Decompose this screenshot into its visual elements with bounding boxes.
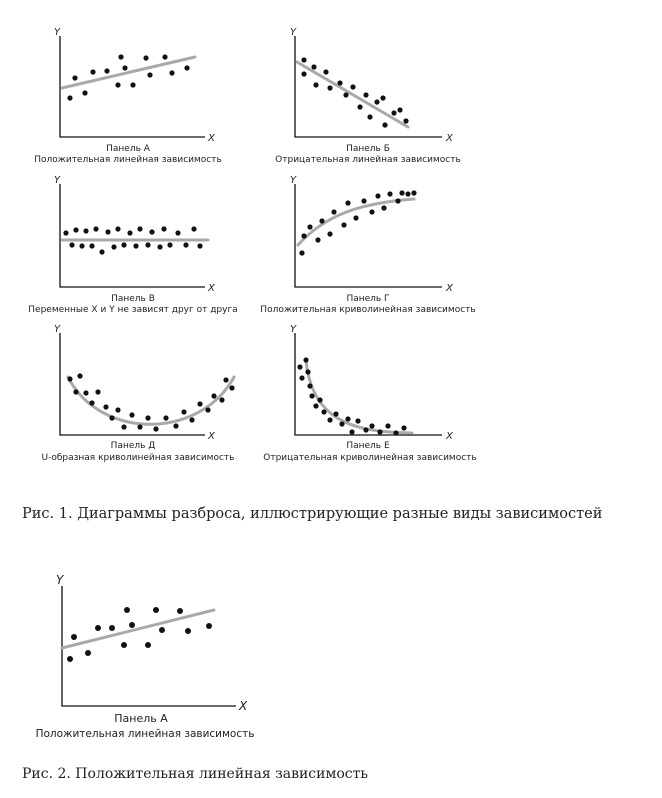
panel-a-trend-line — [60, 55, 197, 90]
panel-g-y-label: Y — [290, 175, 297, 186]
panel-g-x-label: X — [445, 283, 454, 294]
panel-v-axes — [59, 184, 205, 288]
panel-g: Y X Панель Г Положительная криволинейная… — [260, 175, 475, 315]
panel-v-subtitle: Переменные X и Y не зависят друг от друг… — [28, 305, 237, 315]
panel-a-y-label: Y — [54, 27, 61, 38]
panel-b-points — [301, 57, 409, 128]
panel-e-points — [297, 357, 407, 436]
panel-d-axes — [59, 333, 205, 436]
panel-v: Y X Панель В Переменные X и Y не зависят… — [28, 175, 237, 315]
fig2-subtitle: Положительная линейная зависимость — [36, 728, 255, 740]
fig2-x-label: X — [238, 699, 248, 713]
fig2-axes — [61, 586, 236, 707]
panel-a-subtitle: Положительная линейная зависимость — [34, 155, 222, 165]
panel-d-y-label: Y — [54, 324, 61, 335]
figure2-panel-a: Y X Панель А Положительная линейная зави… — [36, 573, 255, 740]
panel-e-axes — [294, 333, 442, 436]
panel-g-trend-line — [296, 197, 416, 247]
panel-d-x-label: X — [207, 431, 216, 442]
panel-e: Y X Панель Е Отрицательная криволинейная… — [263, 324, 476, 463]
panel-d-trend-line — [66, 375, 236, 426]
panel-e-subtitle: Отрицательная криволинейная зависимость — [263, 453, 476, 463]
panel-v-x-label: X — [207, 283, 216, 294]
panel-v-points — [63, 226, 203, 255]
panel-b-x-label: X — [445, 133, 454, 144]
panel-a-title: Панель А — [106, 144, 151, 154]
panel-v-y-label: Y — [54, 175, 61, 186]
fig2-trend-line — [60, 608, 216, 650]
panel-d-subtitle: U-образная криволинейная зависимость — [42, 453, 235, 463]
fig2-points — [67, 607, 212, 662]
panel-e-x-label: X — [445, 431, 454, 442]
fig2-title: Панель А — [114, 712, 168, 725]
figure1-caption: Рис. 1. Диаграммы разброса, иллюстрирующ… — [22, 506, 603, 522]
panel-a: Y X Панель А Положительная линейная зави… — [34, 27, 222, 165]
panel-b: Y X Панель Б Отрицательная линейная зави… — [275, 27, 461, 165]
panel-e-title: Панель Е — [346, 441, 390, 451]
panel-b-subtitle: Отрицательная линейная зависимость — [275, 155, 461, 165]
panel-a-x-label: X — [207, 133, 216, 144]
panel-b-title: Панель Б — [346, 144, 390, 154]
panel-g-points — [299, 190, 417, 256]
panel-a-axes — [59, 36, 205, 138]
panel-v-title: Панель В — [111, 294, 155, 304]
panel-d-title: Панель Д — [111, 441, 156, 451]
panel-d-points — [67, 373, 235, 432]
panel-b-y-label: Y — [290, 27, 297, 38]
panel-b-trend-line — [295, 60, 410, 129]
fig2-y-label: Y — [56, 573, 65, 587]
panel-g-title: Панель Г — [346, 294, 389, 304]
panel-g-axes — [294, 184, 442, 288]
figure2-caption: Рис. 2. Положительная линейная зависимос… — [22, 766, 369, 782]
panel-d: Y X Панель Д U-образная криволинейная за… — [42, 324, 236, 463]
panel-a-points — [67, 54, 190, 101]
panel-b-axes — [294, 36, 442, 138]
panel-e-y-label: Y — [290, 324, 297, 335]
panel-g-subtitle: Положительная криволинейная зависимость — [260, 305, 475, 315]
